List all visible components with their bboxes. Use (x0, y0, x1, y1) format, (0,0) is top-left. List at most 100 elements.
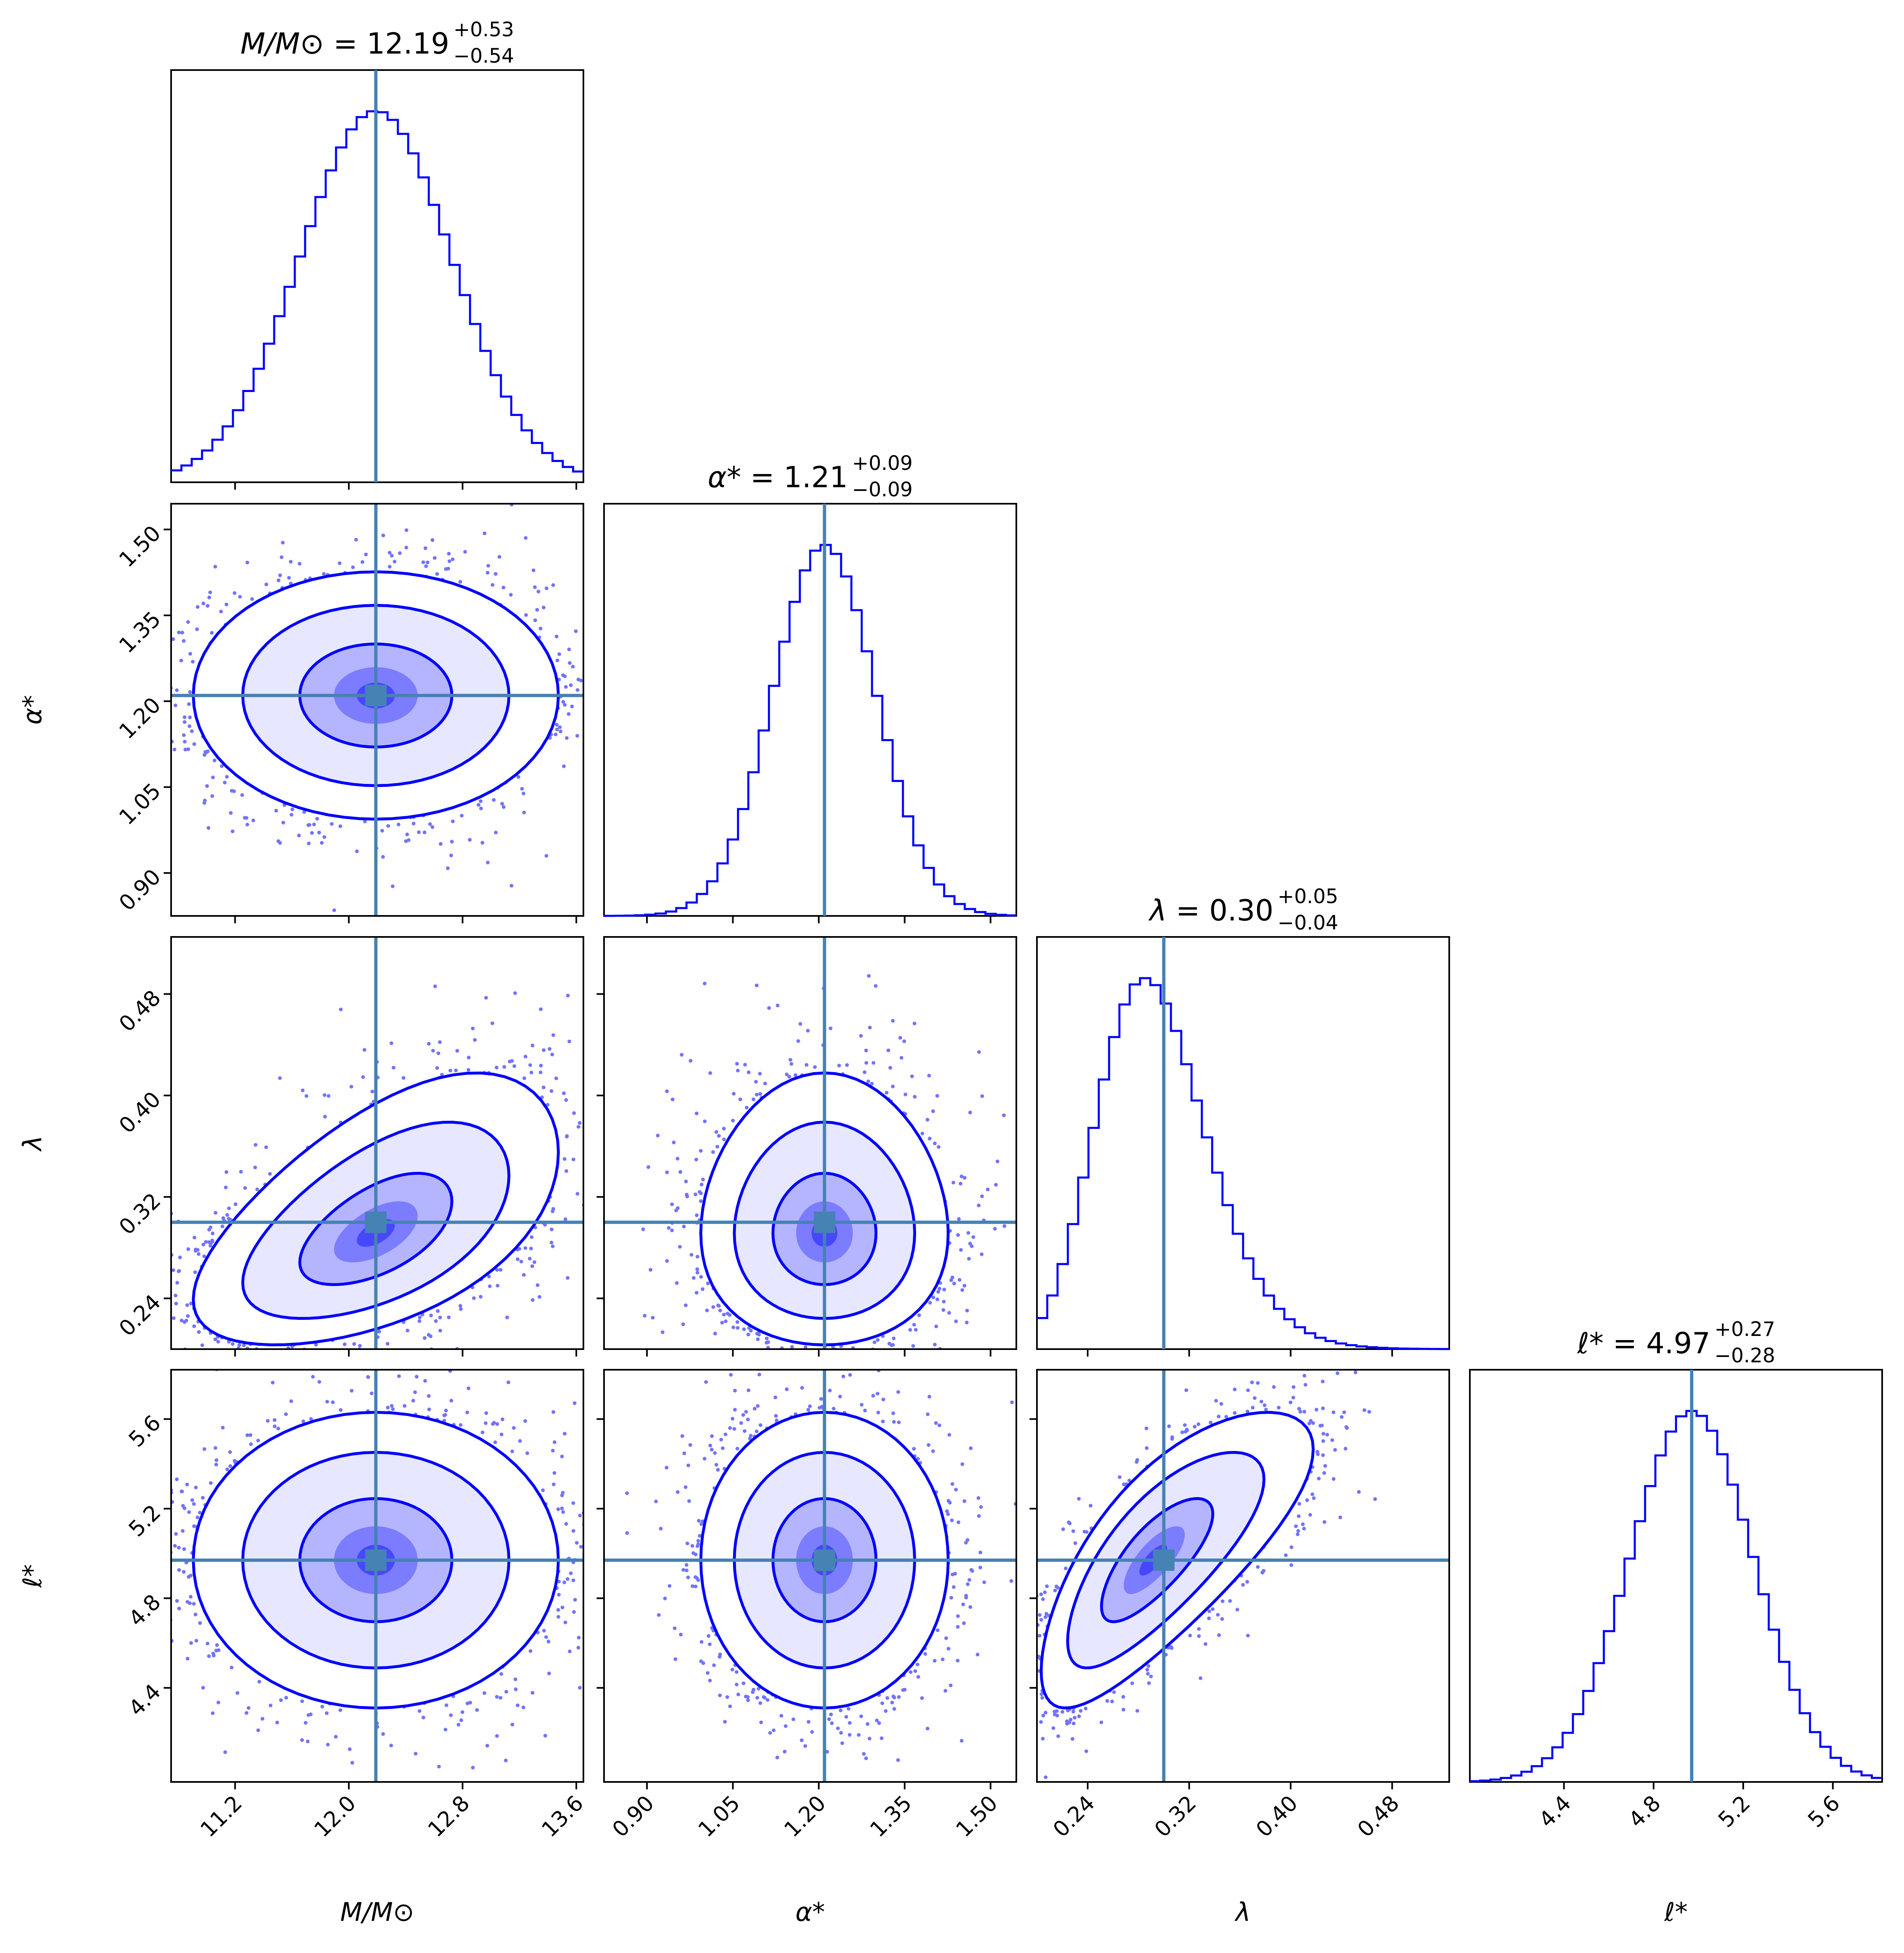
scatter-panel-lambda-ell (1036, 1369, 1450, 1783)
scatter-panel-M-alpha (170, 503, 584, 917)
ytick-label-ell: 4.4 (124, 1679, 166, 1721)
xtick-label-ell: 4.8 (1624, 1791, 1666, 1833)
ytick-label-alpha: 1.50 (115, 521, 166, 572)
xtick-label-ell: 4.4 (1535, 1791, 1576, 1833)
median-marker (365, 1549, 387, 1571)
scatter-body-alpha-lambda (604, 937, 1016, 1349)
scatter-body-alpha-ell (604, 1370, 1016, 1782)
title-eq-ell: = (1603, 1326, 1646, 1360)
scatter-frame (603, 936, 1017, 1350)
ytick-label-alpha: 0.90 (115, 864, 166, 915)
ytick-label-lambda: 0.32 (115, 1188, 166, 1239)
xtick-label-alpha: 0.90 (608, 1791, 659, 1842)
ytick-label-ell: 4.8 (124, 1590, 166, 1631)
title-median-lambda: 0.30 (1209, 894, 1274, 927)
xtick-label-alpha: 1.05 (693, 1791, 745, 1842)
title-eq-alpha: = (741, 460, 784, 494)
ytick-label-lambda: 0.48 (115, 986, 166, 1037)
median-marker (1153, 1549, 1175, 1571)
xtick-label-alpha: 1.35 (865, 1791, 917, 1842)
median-marker (813, 1211, 835, 1233)
median-marker (365, 1211, 387, 1233)
scatter-body-M-lambda (171, 937, 583, 1349)
scatter-panel-M-lambda (170, 936, 584, 1350)
hist-frame-ell (1469, 1369, 1883, 1783)
xtick-label-alpha: 1.20 (780, 1791, 831, 1842)
scatter-frame (170, 503, 584, 917)
title-err-minus-alpha: −0.09 (852, 478, 913, 501)
title-main-M: M/M⊙ = 12.19 (240, 27, 449, 61)
title-main-lambda: λ = 0.30 (1148, 894, 1273, 927)
contour-2 (733, 1120, 916, 1320)
median-marker (813, 1549, 835, 1571)
xaxis-label-lambda: λ (1234, 1897, 1251, 1927)
hist-panel-alpha: α* = 1.21 +0.09 −0.09 (603, 452, 1017, 917)
yaxis-label-ell: ℓ* (17, 1564, 47, 1588)
title-err-plus-M: +0.53 (454, 18, 514, 41)
histogram-ell (1470, 1410, 1882, 1782)
xtick-label-lambda: 0.48 (1353, 1791, 1404, 1842)
contour-1 (1039, 1411, 1315, 1709)
xtick-label-lambda: 0.24 (1048, 1791, 1100, 1842)
xtick-label-alpha: 1.50 (951, 1791, 1002, 1842)
title-median-ell: 4.97 (1646, 1326, 1711, 1360)
hist-panel-ell: ℓ* = 4.97 +0.27 −0.28 (1469, 1318, 1883, 1783)
scatter-frame (170, 936, 584, 1350)
title-err-minus-ell: −0.28 (1714, 1344, 1775, 1367)
ytick-label-lambda: 0.24 (115, 1290, 166, 1341)
title-err-plus-ell: +0.27 (1714, 1318, 1775, 1341)
scatter-panel-M-ell (170, 1369, 584, 1783)
yaxis-label-alpha: α* (17, 695, 47, 725)
contour-3 (771, 1171, 878, 1286)
hist-title-ell: ℓ* = 4.97 +0.27 −0.28 (1577, 1318, 1775, 1367)
title-eq-M: = (324, 27, 367, 61)
title-err-plus-alpha: +0.09 (852, 452, 913, 475)
title-eq-lambda: = (1167, 894, 1209, 927)
title-main-alpha: α* = 1.21 (708, 460, 848, 494)
xaxis-label-ell: ℓ* (1664, 1897, 1688, 1927)
ytick-label-alpha: 1.20 (115, 693, 166, 744)
ytick-label-alpha: 1.05 (115, 779, 166, 830)
contour-2 (241, 1120, 510, 1320)
xtick-label-M: 11.2 (196, 1791, 247, 1842)
xtick-label-ell: 5.6 (1803, 1791, 1845, 1833)
title-main-ell: ℓ* = 4.97 (1577, 1326, 1710, 1360)
title-name-alpha: α* (708, 460, 741, 494)
title-name-ell: ℓ* (1577, 1326, 1603, 1360)
title-name-M: M/M⊙ (240, 27, 324, 61)
histogram-lambda (1037, 977, 1449, 1350)
hist-frame-lambda (1036, 936, 1450, 1350)
title-median-alpha: 1.21 (784, 460, 848, 494)
title-err-minus-lambda: −0.04 (1278, 911, 1338, 934)
xaxis-label-alpha: α* (795, 1897, 825, 1927)
ytick-label-ell: 5.2 (124, 1500, 166, 1542)
scatter-body-lambda-ell (1037, 1370, 1449, 1782)
contour-1 (192, 1071, 560, 1347)
hist-frame-alpha (603, 503, 1017, 917)
panels-layer: M/M⊙ = 12.19 +0.53 −0.54 α* = 1.21 +0.09 −0.0… (164, 18, 1883, 1789)
scatter-body-M-alpha (171, 504, 583, 916)
ytick-label-lambda: 0.40 (115, 1087, 166, 1138)
contour-3 (298, 1171, 454, 1286)
ytick-label-alpha: 1.35 (115, 607, 166, 658)
title-err-minus-M: −0.54 (454, 45, 514, 68)
xaxis-label-M: M/M⊙ (340, 1897, 414, 1927)
scatter-frame (170, 1369, 584, 1783)
title-median-M: 12.19 (367, 27, 449, 61)
hist-title-lambda: λ = 0.30 +0.05 −0.04 (1148, 885, 1338, 934)
xtick-label-ell: 5.2 (1714, 1791, 1755, 1833)
xtick-label-M: 12.8 (423, 1791, 475, 1842)
scatter-frame (1036, 1369, 1450, 1783)
xtick-label-lambda: 0.32 (1150, 1791, 1201, 1842)
hist-title-alpha: α* = 1.21 +0.09 −0.09 (708, 452, 912, 501)
contour-1 (699, 1071, 950, 1347)
scatter-frame (603, 1369, 1017, 1783)
hist-panel-M: M/M⊙ = 12.19 +0.53 −0.54 (170, 18, 584, 483)
yaxis-label-lambda: λ (17, 1136, 47, 1152)
contour-2 (1066, 1451, 1266, 1669)
xtick-label-lambda: 0.40 (1251, 1791, 1302, 1842)
title-name-lambda: λ (1148, 894, 1166, 927)
xtick-label-M: 13.6 (537, 1791, 588, 1842)
xtick-label-M: 12.0 (310, 1791, 361, 1842)
